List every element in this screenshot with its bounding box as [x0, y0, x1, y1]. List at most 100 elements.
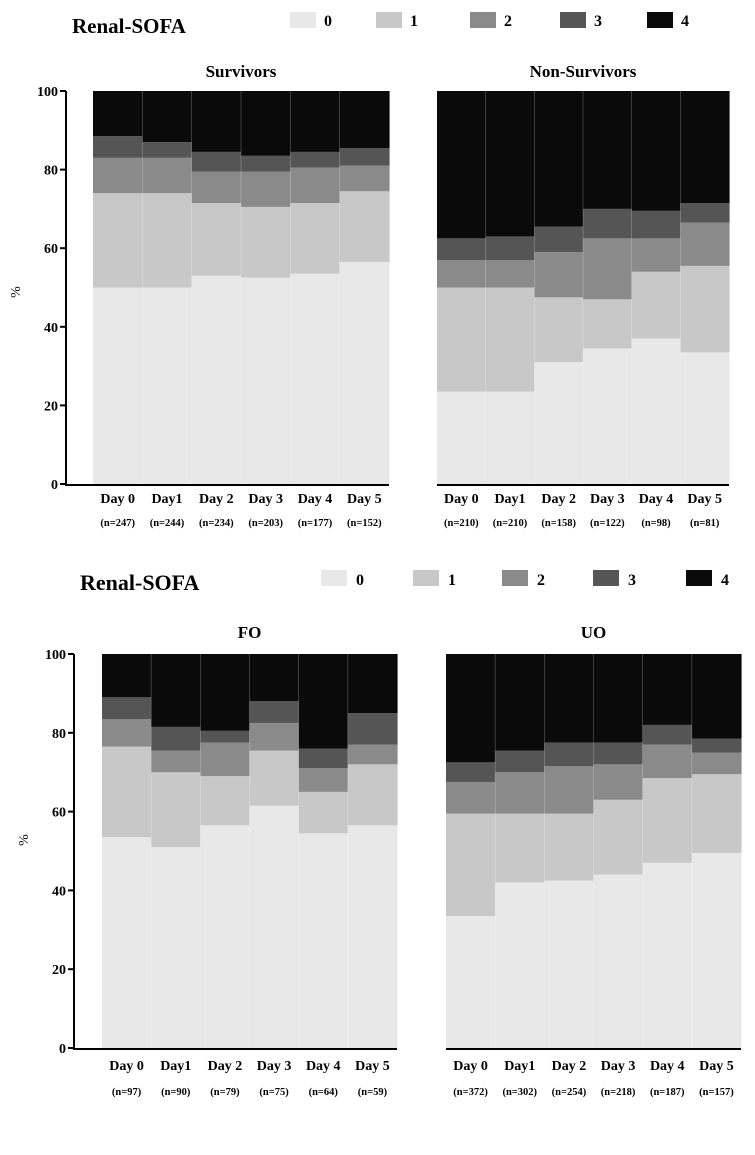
legend-swatch-4	[647, 12, 673, 28]
y-tick-label: 20	[52, 963, 66, 978]
bar-segment-score-3	[298, 748, 349, 769]
sample-size-label: (n=90)	[161, 1087, 191, 1098]
x-tick-label: Day 4	[306, 1059, 341, 1074]
legend-top: Renal-SOFA 0 1 2 3 4	[72, 12, 689, 38]
bar-segment-score-2	[339, 165, 390, 192]
legend-label-2: 2	[504, 13, 512, 30]
bar-segment-score-1	[437, 287, 487, 392]
bar-segment-score-4	[583, 91, 633, 209]
bar-segment-score-3	[437, 238, 487, 260]
x-tick-label: Day 0	[453, 1059, 488, 1074]
sample-size-label: (n=97)	[112, 1087, 142, 1098]
x-tick-label: Day 2	[199, 492, 234, 507]
y-tick-label: 80	[44, 164, 58, 179]
bar-segment-score-1	[485, 287, 535, 392]
sample-size-label: (n=218)	[601, 1087, 636, 1098]
sample-size-label: (n=210)	[493, 518, 528, 529]
panel-title: Non-Survivors	[530, 62, 637, 81]
bar-segment-score-1	[680, 265, 730, 353]
sample-size-label: (n=79)	[210, 1087, 240, 1098]
bar-segment-score-4	[142, 91, 193, 143]
bar-segment-score-0	[191, 275, 242, 484]
bar-segment-score-2	[298, 768, 349, 792]
legend-swatch-1	[376, 12, 402, 28]
bar-segment-score-2	[544, 766, 595, 814]
x-tick-label: Day 5	[355, 1059, 390, 1074]
bar-segment-score-3	[544, 742, 595, 767]
bar-segment-score-3	[102, 697, 152, 720]
bar-segment-score-4	[691, 654, 742, 739]
sample-size-label: (n=64)	[309, 1087, 339, 1098]
bar-segment-score-4	[151, 654, 201, 727]
bar-segment-score-3	[495, 750, 545, 773]
y-axis-title-bottom: %	[17, 834, 32, 846]
bar-segment-score-1	[631, 271, 681, 339]
legend-swatch-3	[560, 12, 586, 28]
panel-title: Survivors	[206, 62, 277, 81]
bar-segment-score-2	[631, 238, 681, 272]
legend-label-1: 1	[410, 13, 418, 30]
bar-segment-score-3	[485, 236, 535, 260]
sample-size-label: (n=372)	[453, 1087, 488, 1098]
bar-segment-score-1	[339, 191, 390, 262]
legend-swatch-1	[413, 570, 439, 586]
panel-title: FO	[238, 623, 262, 642]
bar-segment-score-1	[102, 746, 152, 838]
bar-segment-score-4	[339, 91, 390, 148]
x-tick-label: Day1	[160, 1059, 191, 1074]
bar-segment-score-3	[142, 142, 193, 158]
bar-segment-score-2	[534, 252, 584, 298]
bar-segment-score-2	[347, 744, 398, 765]
sample-size-label: (n=59)	[358, 1087, 388, 1098]
x-tick-label: Day 3	[257, 1059, 292, 1074]
bar-segment-score-3	[691, 738, 742, 753]
bar-segment-score-3	[446, 762, 496, 783]
sample-size-label: (n=158)	[541, 518, 576, 529]
bar-segment-score-4	[191, 91, 242, 152]
sample-size-label: (n=75)	[259, 1087, 289, 1098]
bar-segment-score-0	[200, 825, 251, 1048]
x-tick-label: Day 0	[444, 492, 479, 507]
bar-segment-score-0	[339, 261, 390, 484]
bar-segment-score-4	[495, 654, 545, 751]
bar-segment-score-2	[200, 742, 251, 777]
bar-segment-score-4	[93, 91, 143, 137]
bar-segment-score-3	[249, 701, 300, 723]
bar-segment-score-0	[437, 391, 487, 484]
bar-segment-score-2	[437, 259, 487, 288]
bar-segment-score-1	[249, 750, 300, 806]
bar-segment-score-1	[347, 764, 398, 826]
sample-size-label: (n=203)	[248, 518, 283, 529]
bar-segment-score-2	[495, 772, 545, 814]
sample-size-label: (n=98)	[641, 518, 671, 529]
bar-segment-score-3	[241, 155, 291, 172]
bar-segment-score-4	[544, 654, 595, 743]
sample-size-label: (n=254)	[552, 1087, 587, 1098]
legend-label-4: 4	[681, 13, 689, 30]
bar-segment-score-2	[191, 171, 242, 204]
x-tick-label: Day 0	[100, 492, 135, 507]
bar-segment-score-1	[583, 299, 633, 349]
x-tick-label: Day1	[504, 1059, 535, 1074]
bar-segment-score-0	[544, 880, 595, 1048]
bar-segment-score-3	[583, 208, 633, 239]
legend-label-4: 4	[721, 572, 729, 589]
bar-segment-score-1	[191, 203, 242, 276]
x-tick-label: Day 2	[541, 492, 576, 507]
sample-size-label: (n=81)	[690, 518, 720, 529]
bar-segment-score-4	[347, 654, 398, 714]
bar-segment-score-0	[642, 862, 693, 1048]
bar-segment-score-0	[691, 852, 742, 1048]
legend-bottom: Renal-SOFA 0 1 2 3 4	[80, 570, 729, 595]
bar-segment-score-0	[631, 338, 681, 484]
bar-segment-score-3	[534, 226, 584, 253]
bar-segment-score-3	[339, 147, 390, 166]
bar-segment-score-0	[102, 837, 152, 1048]
bar-segment-score-0	[151, 847, 201, 1048]
legend-swatch-2	[502, 570, 528, 586]
bar-segment-score-0	[534, 362, 584, 484]
panel-uo: UO Day 0 (n=372) Day1 (n=302) Day 2 (n=254) Day…	[446, 623, 742, 1098]
bar-segment-score-4	[485, 91, 535, 237]
bar-segment-score-1	[151, 772, 201, 848]
